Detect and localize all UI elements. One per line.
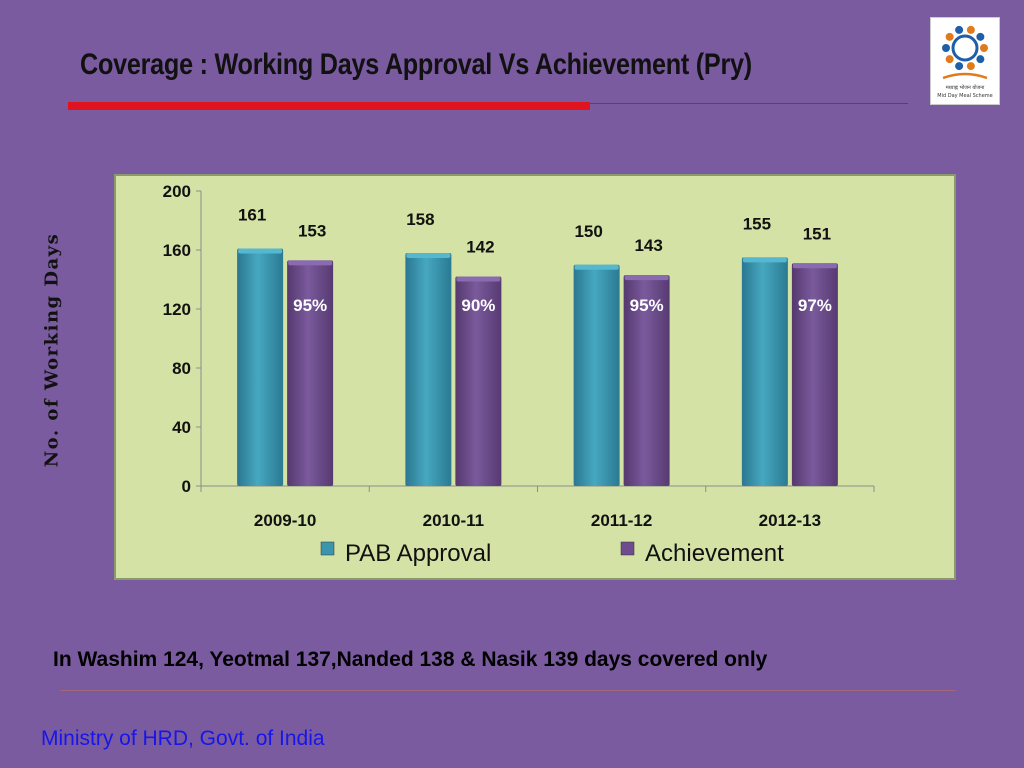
legend-label-pab-approval: PAB Approval	[345, 540, 491, 567]
x-category-label: 2011-12	[591, 511, 652, 530]
x-category-label: 2010-11	[423, 511, 484, 530]
achievement-percent-label: 90%	[461, 296, 495, 315]
x-category-label: 2009-10	[254, 511, 316, 530]
pab-approval-bar-cap	[574, 264, 619, 270]
y-tick-label: 200	[163, 182, 191, 201]
footer-divider	[60, 690, 956, 691]
footer-ministry: Ministry of HRD, Govt. of India	[41, 727, 325, 750]
achievement-bar-cap	[624, 275, 669, 281]
pab-approval-bar	[237, 248, 284, 486]
pab-approval-bar	[405, 252, 452, 486]
achievement-percent-label: 95%	[293, 296, 327, 315]
mid-day-meal-scheme-logo: मध्याह्न भोजन योजना Mid Day Meal Scheme	[930, 17, 1000, 105]
pab-approval-value-label: 158	[406, 210, 434, 229]
pab-approval-bar-cap	[406, 252, 451, 258]
legend-swatch-achievement	[620, 541, 635, 556]
y-tick-label: 0	[182, 477, 191, 496]
logo-figure-head	[955, 25, 964, 34]
pab-approval-value-label: 161	[238, 206, 266, 225]
achievement-bar	[623, 275, 670, 486]
logo-figure-head	[976, 32, 985, 41]
bar-chart: 0 40 80 120 160 200 2009-10 161 153 95% 2010-11 158…	[114, 174, 956, 580]
logo-figure-head	[980, 44, 988, 52]
achievement-value-label: 143	[634, 236, 662, 255]
achievement-percent-label: 97%	[798, 296, 832, 315]
y-tick-label: 120	[163, 300, 191, 319]
achievement-value-label: 151	[803, 224, 831, 243]
x-category-label: 2012-13	[759, 511, 821, 530]
logo-book-arc	[942, 72, 988, 80]
title-underline-thick	[68, 102, 590, 110]
logo-emblem: मध्याह्न भोजन योजना Mid Day Meal Scheme	[937, 25, 993, 99]
logo-figure-head	[955, 62, 964, 71]
achievement-bar-cap	[288, 260, 333, 266]
achievement-bar-cap	[456, 276, 501, 282]
y-tick-label: 80	[172, 359, 191, 378]
coverage-note: In Washim 124, Yeotmal 137,Nanded 138 & …	[53, 648, 768, 671]
achievement-percent-label: 95%	[630, 296, 664, 315]
logo-figure-head	[945, 55, 954, 64]
pab-approval-value-label: 150	[574, 222, 602, 241]
logo-figure-head	[942, 44, 950, 52]
logo-figure-head	[976, 55, 985, 64]
achievement-bar-cap	[792, 263, 837, 269]
pab-approval-value-label: 155	[743, 214, 771, 233]
pab-approval-bar	[573, 264, 620, 486]
chart-canvas: 0 40 80 120 160 200 2009-10 161 153 95% 2010-11 158…	[163, 182, 875, 567]
achievement-value-label: 142	[466, 238, 494, 257]
pab-approval-bar-cap	[742, 257, 787, 263]
y-tick-label: 160	[163, 241, 191, 260]
y-axis-label: No. of Working Days	[41, 232, 63, 468]
y-tick-label: 40	[172, 418, 191, 437]
achievement-value-label: 153	[298, 221, 326, 240]
achievement-bar	[455, 276, 502, 486]
pab-approval-bar-cap	[238, 248, 283, 254]
achievement-bar	[287, 260, 334, 486]
logo-figure-head	[966, 25, 975, 34]
title-underline-thin	[590, 103, 908, 104]
slide-title: Coverage : Working Days Approval Vs Achi…	[80, 48, 752, 81]
logo-ring	[951, 34, 979, 62]
legend-swatch-pab-approval	[320, 541, 335, 556]
logo-figure-head	[945, 32, 954, 41]
pab-approval-bar	[741, 257, 788, 486]
legend-label-achievement: Achievement	[645, 540, 784, 567]
logo-text-english: Mid Day Meal Scheme	[937, 93, 992, 99]
logo-text-hindi: मध्याह्न भोजन योजना	[946, 84, 985, 91]
achievement-bar	[791, 263, 838, 486]
logo-figure-head	[966, 62, 975, 71]
